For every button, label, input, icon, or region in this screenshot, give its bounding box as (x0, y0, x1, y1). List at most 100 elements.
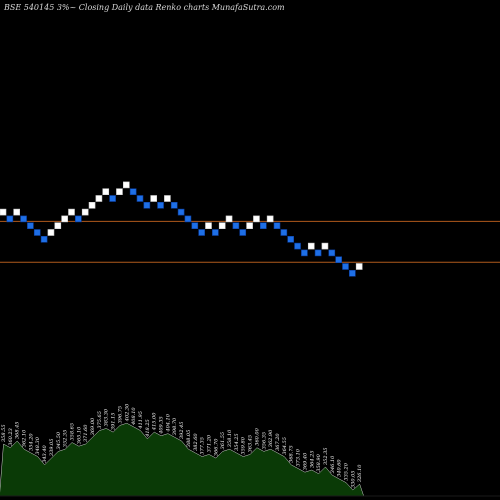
volume-label: 343.40 (42, 444, 48, 462)
volume-label: 360.23 (8, 428, 14, 446)
renko-brick (81, 208, 89, 216)
renko-bricks (0, 181, 363, 277)
renko-brick (232, 222, 240, 229)
volume-label: 367.20 (275, 433, 281, 451)
renko-brick (349, 269, 356, 277)
renko-brick (13, 208, 20, 216)
reference-lines (0, 220, 500, 263)
renko-brick (355, 263, 363, 270)
renko-brick (266, 215, 274, 223)
renko-brick (116, 188, 123, 195)
renko-brick (33, 229, 41, 236)
volume-label: 362.10 (22, 429, 28, 447)
renko-brick (280, 229, 288, 236)
renko-brick (157, 202, 164, 209)
volume-label: 358.65 (70, 423, 76, 441)
volume-label: 377.35 (200, 437, 206, 455)
renko-brick (335, 256, 342, 264)
volume-labels: 358.55 360.23 368.45 362.10 354.20 348.30 343.… (1, 403, 363, 488)
volume-label: 402.30 (124, 403, 130, 422)
renko-brick (102, 188, 110, 195)
renko-brick (321, 242, 329, 250)
volume-label: 411.95 (138, 411, 144, 430)
volume-label: 335.20 (344, 462, 350, 480)
volume-label: 340.60 (337, 459, 343, 477)
renko-brick (170, 202, 178, 209)
renko-brick (273, 222, 281, 229)
renko-brick (164, 195, 171, 202)
volume-label: 368.45 (15, 422, 21, 440)
volume-label: 360.00 (254, 427, 260, 445)
chart-title: BSE 540145 3%~ Closing Daily data Renko … (3, 3, 285, 12)
volume-label: 415.00 (152, 412, 158, 431)
renko-brick (307, 242, 315, 250)
volume-label: 359.80 (241, 436, 247, 454)
renko-brick (205, 222, 212, 229)
renko-brick (253, 215, 260, 223)
volume-label: 373.10 (296, 448, 302, 466)
renko-brick (246, 222, 253, 229)
renko-brick (239, 229, 247, 236)
renko-brick (184, 215, 192, 223)
renko-brick (27, 222, 34, 229)
renko-brick (136, 195, 144, 202)
renko-brick (20, 215, 27, 223)
volume-label: 375.65 (97, 411, 103, 429)
volume-label: 396.75 (117, 406, 123, 424)
renko-brick (0, 208, 7, 216)
volume-label: 352.35 (63, 430, 69, 448)
volume-label: 371.60 (83, 424, 89, 442)
renko-brick (123, 181, 130, 189)
volume-label: 368.75 (289, 445, 295, 463)
renko-brick (314, 249, 322, 257)
renko-brick (225, 215, 233, 223)
volume-label: 371.20 (207, 434, 213, 452)
volume-label: 345.50 (56, 431, 62, 449)
volume-label: 330.05 (350, 471, 356, 489)
renko-brick (61, 215, 68, 223)
renko-brick (191, 222, 199, 229)
renko-brick (75, 215, 82, 223)
renko-brick (143, 202, 151, 209)
volume-label: 358.10 (227, 429, 233, 447)
renko-brick (218, 222, 226, 229)
renko-brick (259, 222, 267, 229)
renko-brick (54, 222, 62, 229)
renko-brick (177, 208, 185, 216)
renko-brick (301, 249, 308, 257)
volume-label: 326.10 (357, 464, 363, 482)
renko-brick (287, 236, 295, 243)
volume-label: 398.70 (172, 417, 178, 435)
volume-label: 354.20 (28, 433, 34, 451)
renko-brick (294, 242, 301, 250)
volume-label: 363.45 (248, 435, 254, 453)
volume-label: 409.35 (159, 416, 165, 435)
renko-brick (212, 229, 219, 236)
renko-brick (6, 215, 14, 223)
volume-label: 408.10 (131, 407, 137, 426)
volume-label: 369.00 (90, 417, 96, 435)
renko-brick (342, 263, 349, 270)
volume-label: 365.10 (76, 426, 82, 444)
volume-label: 404.10 (165, 413, 171, 432)
volume-label: 361.55 (220, 432, 226, 450)
volume-label: 382.60 (193, 433, 199, 451)
volume-area-path (0, 422, 365, 497)
volume-label: 346.10 (330, 455, 336, 473)
renko-brick (68, 208, 75, 216)
volume-area (0, 422, 500, 497)
renko-brick (129, 188, 137, 195)
renko-brick (198, 229, 205, 236)
renko-brick (328, 249, 336, 257)
volume-label: 388.05 (186, 430, 192, 448)
volume-label: 354.25 (234, 433, 240, 451)
volume-label: 358.90 (316, 453, 322, 471)
volume-label: 358.55 (1, 425, 7, 443)
renko-brick (109, 195, 116, 202)
volume-label: 418.25 (145, 419, 151, 438)
renko-brick (88, 202, 96, 209)
volume-label: 383.30 (104, 408, 110, 426)
volume-label: 369.40 (302, 452, 308, 470)
